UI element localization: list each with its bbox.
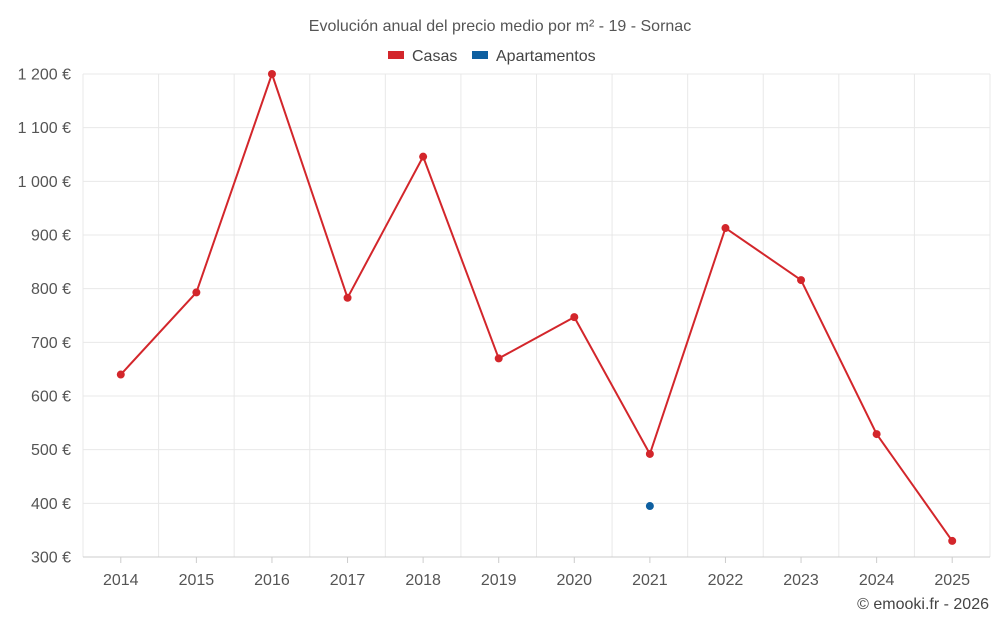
data-point[interactable] [494, 354, 503, 363]
data-point[interactable] [570, 313, 579, 322]
legend-swatch [388, 51, 404, 59]
series-apartamentos [645, 502, 654, 511]
legend-label: Apartamentos [496, 48, 596, 65]
y-tick-label: 1 200 € [18, 67, 71, 84]
x-tick-label: 2018 [405, 572, 441, 589]
data-point[interactable] [872, 430, 881, 439]
x-tick-label: 2019 [481, 572, 517, 589]
data-point[interactable] [797, 276, 806, 285]
data-point[interactable] [343, 293, 352, 302]
legend[interactable]: Casas Apartamentos [388, 48, 596, 65]
x-tick-label: 2020 [556, 572, 592, 589]
data-point[interactable] [267, 70, 276, 78]
data-point[interactable] [419, 152, 428, 161]
y-tick-label: 900 € [31, 228, 71, 245]
x-tick-label: 2015 [179, 572, 215, 589]
y-tick-label: 700 € [31, 335, 71, 352]
data-point[interactable] [645, 449, 654, 458]
data-point[interactable] [721, 224, 730, 233]
grid [82, 73, 991, 558]
y-tick-label: 600 € [31, 389, 71, 406]
y-tick-label: 1 100 € [18, 120, 71, 137]
chart-title: Evolución anual del precio medio por m² … [309, 18, 691, 35]
x-tick-label: 2021 [632, 572, 668, 589]
x-tick-label: 2022 [708, 572, 744, 589]
legend-swatch [472, 51, 488, 59]
data-point[interactable] [116, 370, 125, 379]
legend-item-apartamentos[interactable]: Apartamentos [472, 48, 596, 65]
x-tick-label: 2017 [330, 572, 366, 589]
credit-text: © emooki.fr - 2026 [857, 596, 989, 613]
series-line [120, 73, 954, 542]
y-tick-label: 500 € [31, 442, 71, 459]
x-tick-label: 2025 [934, 572, 970, 589]
axes: 300 € 400 € 500 € 600 € 700 € 800 € 900 € 1 000… [18, 67, 990, 589]
y-tick-label: 800 € [31, 281, 71, 298]
x-tick-label: 2014 [103, 572, 139, 589]
data-point[interactable] [948, 536, 957, 545]
y-tick-label: 300 € [31, 550, 71, 567]
y-tick-label: 400 € [31, 496, 71, 513]
x-tick-label: 2023 [783, 572, 819, 589]
series-casas [116, 70, 957, 545]
y-tick-label: 1 000 € [18, 174, 71, 191]
legend-item-casas[interactable]: Casas [388, 48, 457, 65]
series [116, 70, 957, 545]
data-point[interactable] [645, 502, 654, 511]
legend-label: Casas [412, 48, 457, 65]
x-tick-label: 2016 [254, 572, 290, 589]
x-tick-label: 2024 [859, 572, 895, 589]
data-point[interactable] [192, 288, 201, 297]
